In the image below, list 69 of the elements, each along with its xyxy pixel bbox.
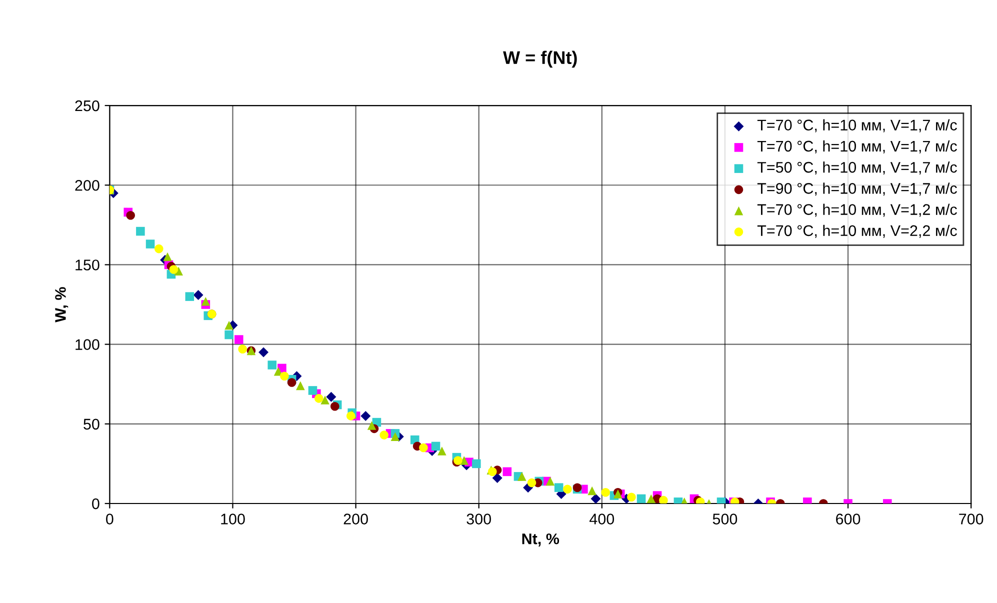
x-tick-label: 0 [106, 514, 114, 524]
point [320, 396, 330, 404]
point [636, 494, 646, 504]
x-tick-label: 400 [590, 514, 614, 524]
point [224, 320, 234, 330]
point [431, 442, 440, 451]
y-tick-label: 0 [92, 498, 100, 510]
x-tick-label: 300 [466, 514, 491, 524]
point [646, 494, 656, 504]
point [185, 292, 194, 301]
point [590, 494, 601, 504]
point [554, 483, 564, 492]
point [659, 496, 668, 504]
y-tick-label: 100 [76, 339, 100, 350]
point [238, 344, 247, 354]
point [419, 443, 428, 452]
point [367, 421, 376, 430]
point [360, 410, 371, 421]
point [193, 290, 204, 300]
x-tick-label: 200 [344, 514, 368, 524]
point [588, 486, 596, 496]
point [518, 472, 526, 481]
point [169, 265, 178, 274]
point [268, 360, 276, 370]
point [154, 244, 164, 254]
y-axis-title: W, % [55, 287, 68, 322]
point [296, 381, 305, 390]
point [390, 432, 400, 442]
point [326, 392, 336, 402]
point [563, 484, 572, 494]
point [287, 378, 296, 387]
point [472, 459, 481, 468]
legend-label: T=70 °C, h=10 мм, V=1,2 м/с [757, 204, 957, 217]
point [502, 467, 512, 476]
legend-label: T=90 °C, h=10 мм, V=1,7 м/с [757, 182, 957, 196]
point [126, 210, 135, 220]
point [280, 372, 289, 381]
point [527, 478, 536, 488]
legend-label: T=70 °C, h=10 мм, V=1,7 м/с [757, 140, 957, 154]
chart-title: W = f(Nt) [503, 50, 577, 68]
point [314, 394, 324, 403]
y-tick-label: 200 [75, 180, 100, 191]
point [438, 446, 446, 456]
point [201, 296, 210, 306]
point [380, 430, 388, 440]
y-tick-label: 150 [76, 260, 100, 270]
point [308, 386, 318, 395]
x-axis-title: Nt, % [522, 533, 560, 546]
point [460, 456, 468, 465]
x-tick-label: 600 [836, 514, 860, 524]
point [258, 347, 268, 358]
point [224, 330, 234, 340]
point [163, 252, 172, 262]
point [546, 476, 555, 486]
legend-label: T=70 °C, h=10 мм, V=1,7 м/с [757, 119, 957, 132]
point [234, 335, 244, 344]
y-tick-label: 250 [75, 100, 100, 112]
x-tick-label: 100 [221, 514, 245, 524]
legend-label: T=70 °C, h=10 мм, V=2,2 м/с [757, 224, 957, 238]
point [136, 226, 145, 236]
point [330, 402, 340, 411]
x-tick-label: 700 [959, 514, 984, 524]
point [492, 473, 502, 484]
point [627, 492, 636, 502]
point [601, 488, 610, 497]
point [146, 240, 155, 248]
x-tick-label: 500 [712, 514, 738, 524]
y-tick-label: 50 [84, 418, 100, 430]
legend-label: T=50 °C, h=10 мм, V=1,7 м/с [757, 162, 957, 175]
